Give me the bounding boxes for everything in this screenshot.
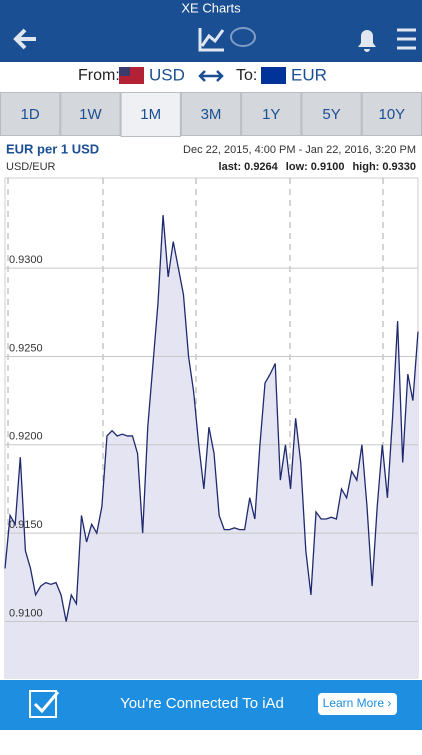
tab-label[interactable]: 10Y <box>379 106 406 123</box>
tab[interactable] <box>180 92 242 136</box>
y-tick-label: 0.9150 <box>9 519 43 531</box>
swap-icon[interactable] <box>198 70 224 82</box>
chat-icon[interactable] <box>230 27 256 47</box>
from-currency[interactable]: USD <box>149 65 185 84</box>
line-area <box>5 215 418 678</box>
ad-text: You're Connected To iAd <box>120 695 284 712</box>
ad-check-box <box>29 690 57 718</box>
from-label: From: <box>78 67 120 84</box>
tab-label[interactable]: 1W <box>79 106 102 123</box>
ad-check <box>33 691 60 714</box>
y-tick-label: 0.9100 <box>9 607 43 619</box>
nav-bar <box>0 0 422 62</box>
stat-value: 0.9264 <box>244 161 279 173</box>
stat-label: high: <box>352 161 379 173</box>
bell-icon[interactable] <box>358 30 376 52</box>
chart-title: EUR per 1 USD <box>6 141 99 156</box>
price-line <box>4 215 419 622</box>
tab-label[interactable]: 1M <box>140 106 161 123</box>
tab[interactable] <box>0 92 61 136</box>
learn-more-label[interactable]: Learn More › <box>323 696 392 710</box>
tab[interactable] <box>301 92 362 136</box>
chart-subtitle: USD/EUR <box>6 161 56 173</box>
tab-label[interactable]: 1Y <box>262 106 280 123</box>
stat-label: low: <box>286 161 308 173</box>
tab-label[interactable]: 1D <box>21 106 40 123</box>
y-tick-label: 0.9300 <box>9 254 43 266</box>
learn-more-button[interactable] <box>318 693 397 715</box>
stat-label: last: <box>219 161 242 173</box>
stat-value: 0.9100 <box>311 161 345 173</box>
eu-flag <box>261 67 286 84</box>
chart-icon[interactable] <box>198 28 225 52</box>
menu-icon[interactable] <box>397 28 416 50</box>
tab[interactable] <box>241 92 302 136</box>
us-flag-canton <box>119 67 130 76</box>
back-button[interactable] <box>13 28 36 50</box>
tab[interactable] <box>361 92 422 136</box>
to-currency[interactable]: EUR <box>291 65 327 84</box>
date-range: Dec 22, 2015, 4:00 PM - Jan 22, 2016, 3:… <box>183 144 416 156</box>
y-tick-label: 0.9200 <box>9 431 43 443</box>
to-label: To: <box>236 67 257 84</box>
status-title: XE Charts <box>181 0 241 15</box>
tab[interactable] <box>120 92 181 137</box>
tab-label[interactable]: 3M <box>201 106 222 123</box>
y-tick-label: 0.9250 <box>9 342 43 354</box>
tab[interactable] <box>60 92 121 136</box>
tab-label[interactable]: 5Y <box>322 106 340 123</box>
stat-value: 0.9330 <box>382 161 416 173</box>
